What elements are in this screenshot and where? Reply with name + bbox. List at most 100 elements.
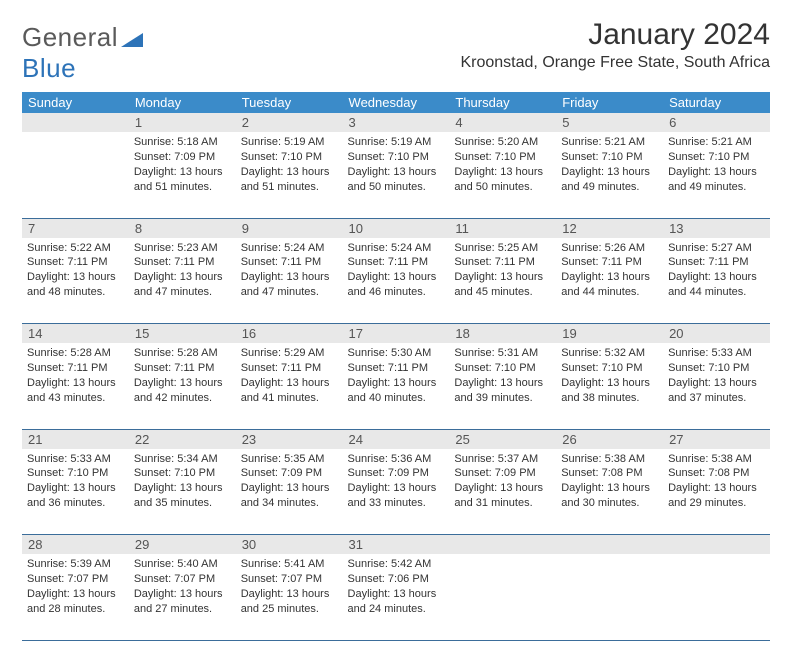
day-number-cell: 12 [556,218,663,238]
sunrise-line: Sunrise: 5:21 AM [668,135,765,150]
daylight-line: Daylight: 13 hours and 48 minutes. [27,270,124,300]
day-content-cell: Sunrise: 5:23 AMSunset: 7:11 PMDaylight:… [129,238,236,324]
daylight-line: Daylight: 13 hours and 45 minutes. [454,270,551,300]
day-content-cell: Sunrise: 5:38 AMSunset: 7:08 PMDaylight:… [663,449,770,535]
daylight-line: Daylight: 13 hours and 50 minutes. [348,165,445,195]
day-content-cell: Sunrise: 5:24 AMSunset: 7:11 PMDaylight:… [236,238,343,324]
day-number: 29 [129,535,236,554]
weekday-header: Sunday [22,92,129,113]
weekday-header: Tuesday [236,92,343,113]
day-number-cell: 3 [343,113,450,132]
sunrise-line: Sunrise: 5:40 AM [134,557,231,572]
day-details: Sunrise: 5:24 AMSunset: 7:11 PMDaylight:… [343,238,450,306]
sunrise-line: Sunrise: 5:38 AM [668,452,765,467]
day-number-cell: 19 [556,324,663,344]
day-number: 30 [236,535,343,554]
sunrise-line: Sunrise: 5:19 AM [241,135,338,150]
day-number: 2 [236,113,343,132]
sunset-line: Sunset: 7:09 PM [241,466,338,481]
day-details: Sunrise: 5:20 AMSunset: 7:10 PMDaylight:… [449,132,556,200]
sunrise-line: Sunrise: 5:30 AM [348,346,445,361]
daylight-line: Daylight: 13 hours and 40 minutes. [348,376,445,406]
day-content-cell: Sunrise: 5:31 AMSunset: 7:10 PMDaylight:… [449,343,556,429]
day-number-row: 78910111213 [22,218,770,238]
sunset-line: Sunset: 7:07 PM [241,572,338,587]
day-number-cell: 28 [22,535,129,555]
day-content-cell: Sunrise: 5:33 AMSunset: 7:10 PMDaylight:… [22,449,129,535]
daylight-line: Daylight: 13 hours and 41 minutes. [241,376,338,406]
day-number: 3 [343,113,450,132]
day-content-cell [663,554,770,640]
weekday-header-row: SundayMondayTuesdayWednesdayThursdayFrid… [22,92,770,113]
daylight-line: Daylight: 13 hours and 38 minutes. [561,376,658,406]
day-number-cell: 10 [343,218,450,238]
daylight-line: Daylight: 13 hours and 51 minutes. [134,165,231,195]
sunrise-line: Sunrise: 5:37 AM [454,452,551,467]
sunset-line: Sunset: 7:11 PM [348,361,445,376]
day-details: Sunrise: 5:25 AMSunset: 7:11 PMDaylight:… [449,238,556,306]
daylight-line: Daylight: 13 hours and 31 minutes. [454,481,551,511]
day-number-cell: 23 [236,429,343,449]
day-details: Sunrise: 5:29 AMSunset: 7:11 PMDaylight:… [236,343,343,411]
day-content-row: Sunrise: 5:33 AMSunset: 7:10 PMDaylight:… [22,449,770,535]
location-text: Kroonstad, Orange Free State, South Afri… [460,54,770,72]
sunrise-line: Sunrise: 5:29 AM [241,346,338,361]
brand-name-a: General [22,22,118,52]
day-number-cell: 16 [236,324,343,344]
sunrise-line: Sunrise: 5:26 AM [561,241,658,256]
sunset-line: Sunset: 7:11 PM [561,255,658,270]
day-details: Sunrise: 5:38 AMSunset: 7:08 PMDaylight:… [556,449,663,517]
brand-logo: General Blue [22,18,143,84]
day-number-cell: 30 [236,535,343,555]
brand-triangle-icon [121,31,143,47]
day-content-cell: Sunrise: 5:30 AMSunset: 7:11 PMDaylight:… [343,343,450,429]
sunset-line: Sunset: 7:11 PM [668,255,765,270]
day-content-cell: Sunrise: 5:42 AMSunset: 7:06 PMDaylight:… [343,554,450,640]
day-number-cell: 25 [449,429,556,449]
day-content-cell [22,132,129,218]
day-number-cell: 1 [129,113,236,132]
day-number: 24 [343,430,450,449]
day-content-row: Sunrise: 5:22 AMSunset: 7:11 PMDaylight:… [22,238,770,324]
sunset-line: Sunset: 7:10 PM [348,150,445,165]
daylight-line: Daylight: 13 hours and 49 minutes. [668,165,765,195]
sunrise-line: Sunrise: 5:39 AM [27,557,124,572]
day-details: Sunrise: 5:42 AMSunset: 7:06 PMDaylight:… [343,554,450,622]
day-details: Sunrise: 5:27 AMSunset: 7:11 PMDaylight:… [663,238,770,306]
day-number: 8 [129,219,236,238]
day-number-cell: 11 [449,218,556,238]
day-content-cell: Sunrise: 5:37 AMSunset: 7:09 PMDaylight:… [449,449,556,535]
brand-name-b: Blue [22,53,76,83]
day-content-cell: Sunrise: 5:20 AMSunset: 7:10 PMDaylight:… [449,132,556,218]
day-details: Sunrise: 5:35 AMSunset: 7:09 PMDaylight:… [236,449,343,517]
daylight-line: Daylight: 13 hours and 51 minutes. [241,165,338,195]
sunset-line: Sunset: 7:11 PM [241,361,338,376]
sunset-line: Sunset: 7:10 PM [668,361,765,376]
day-number-row: 21222324252627 [22,429,770,449]
day-content-cell: Sunrise: 5:40 AMSunset: 7:07 PMDaylight:… [129,554,236,640]
day-number-cell: 8 [129,218,236,238]
day-content-row: Sunrise: 5:18 AMSunset: 7:09 PMDaylight:… [22,132,770,218]
day-number-cell: 22 [129,429,236,449]
sunrise-line: Sunrise: 5:21 AM [561,135,658,150]
sunset-line: Sunset: 7:10 PM [561,361,658,376]
sunset-line: Sunset: 7:11 PM [348,255,445,270]
day-number-cell: 31 [343,535,450,555]
day-details: Sunrise: 5:32 AMSunset: 7:10 PMDaylight:… [556,343,663,411]
daylight-line: Daylight: 13 hours and 39 minutes. [454,376,551,406]
day-details: Sunrise: 5:21 AMSunset: 7:10 PMDaylight:… [556,132,663,200]
day-content-cell: Sunrise: 5:35 AMSunset: 7:09 PMDaylight:… [236,449,343,535]
weekday-header: Saturday [663,92,770,113]
day-details: Sunrise: 5:19 AMSunset: 7:10 PMDaylight:… [236,132,343,200]
sunrise-line: Sunrise: 5:31 AM [454,346,551,361]
day-number-cell: 14 [22,324,129,344]
sunrise-line: Sunrise: 5:28 AM [27,346,124,361]
day-content-cell: Sunrise: 5:27 AMSunset: 7:11 PMDaylight:… [663,238,770,324]
sunset-line: Sunset: 7:06 PM [348,572,445,587]
sunset-line: Sunset: 7:11 PM [134,361,231,376]
day-content-row: Sunrise: 5:28 AMSunset: 7:11 PMDaylight:… [22,343,770,429]
sunset-line: Sunset: 7:07 PM [134,572,231,587]
sunrise-line: Sunrise: 5:24 AM [241,241,338,256]
sunrise-line: Sunrise: 5:24 AM [348,241,445,256]
sunset-line: Sunset: 7:09 PM [454,466,551,481]
